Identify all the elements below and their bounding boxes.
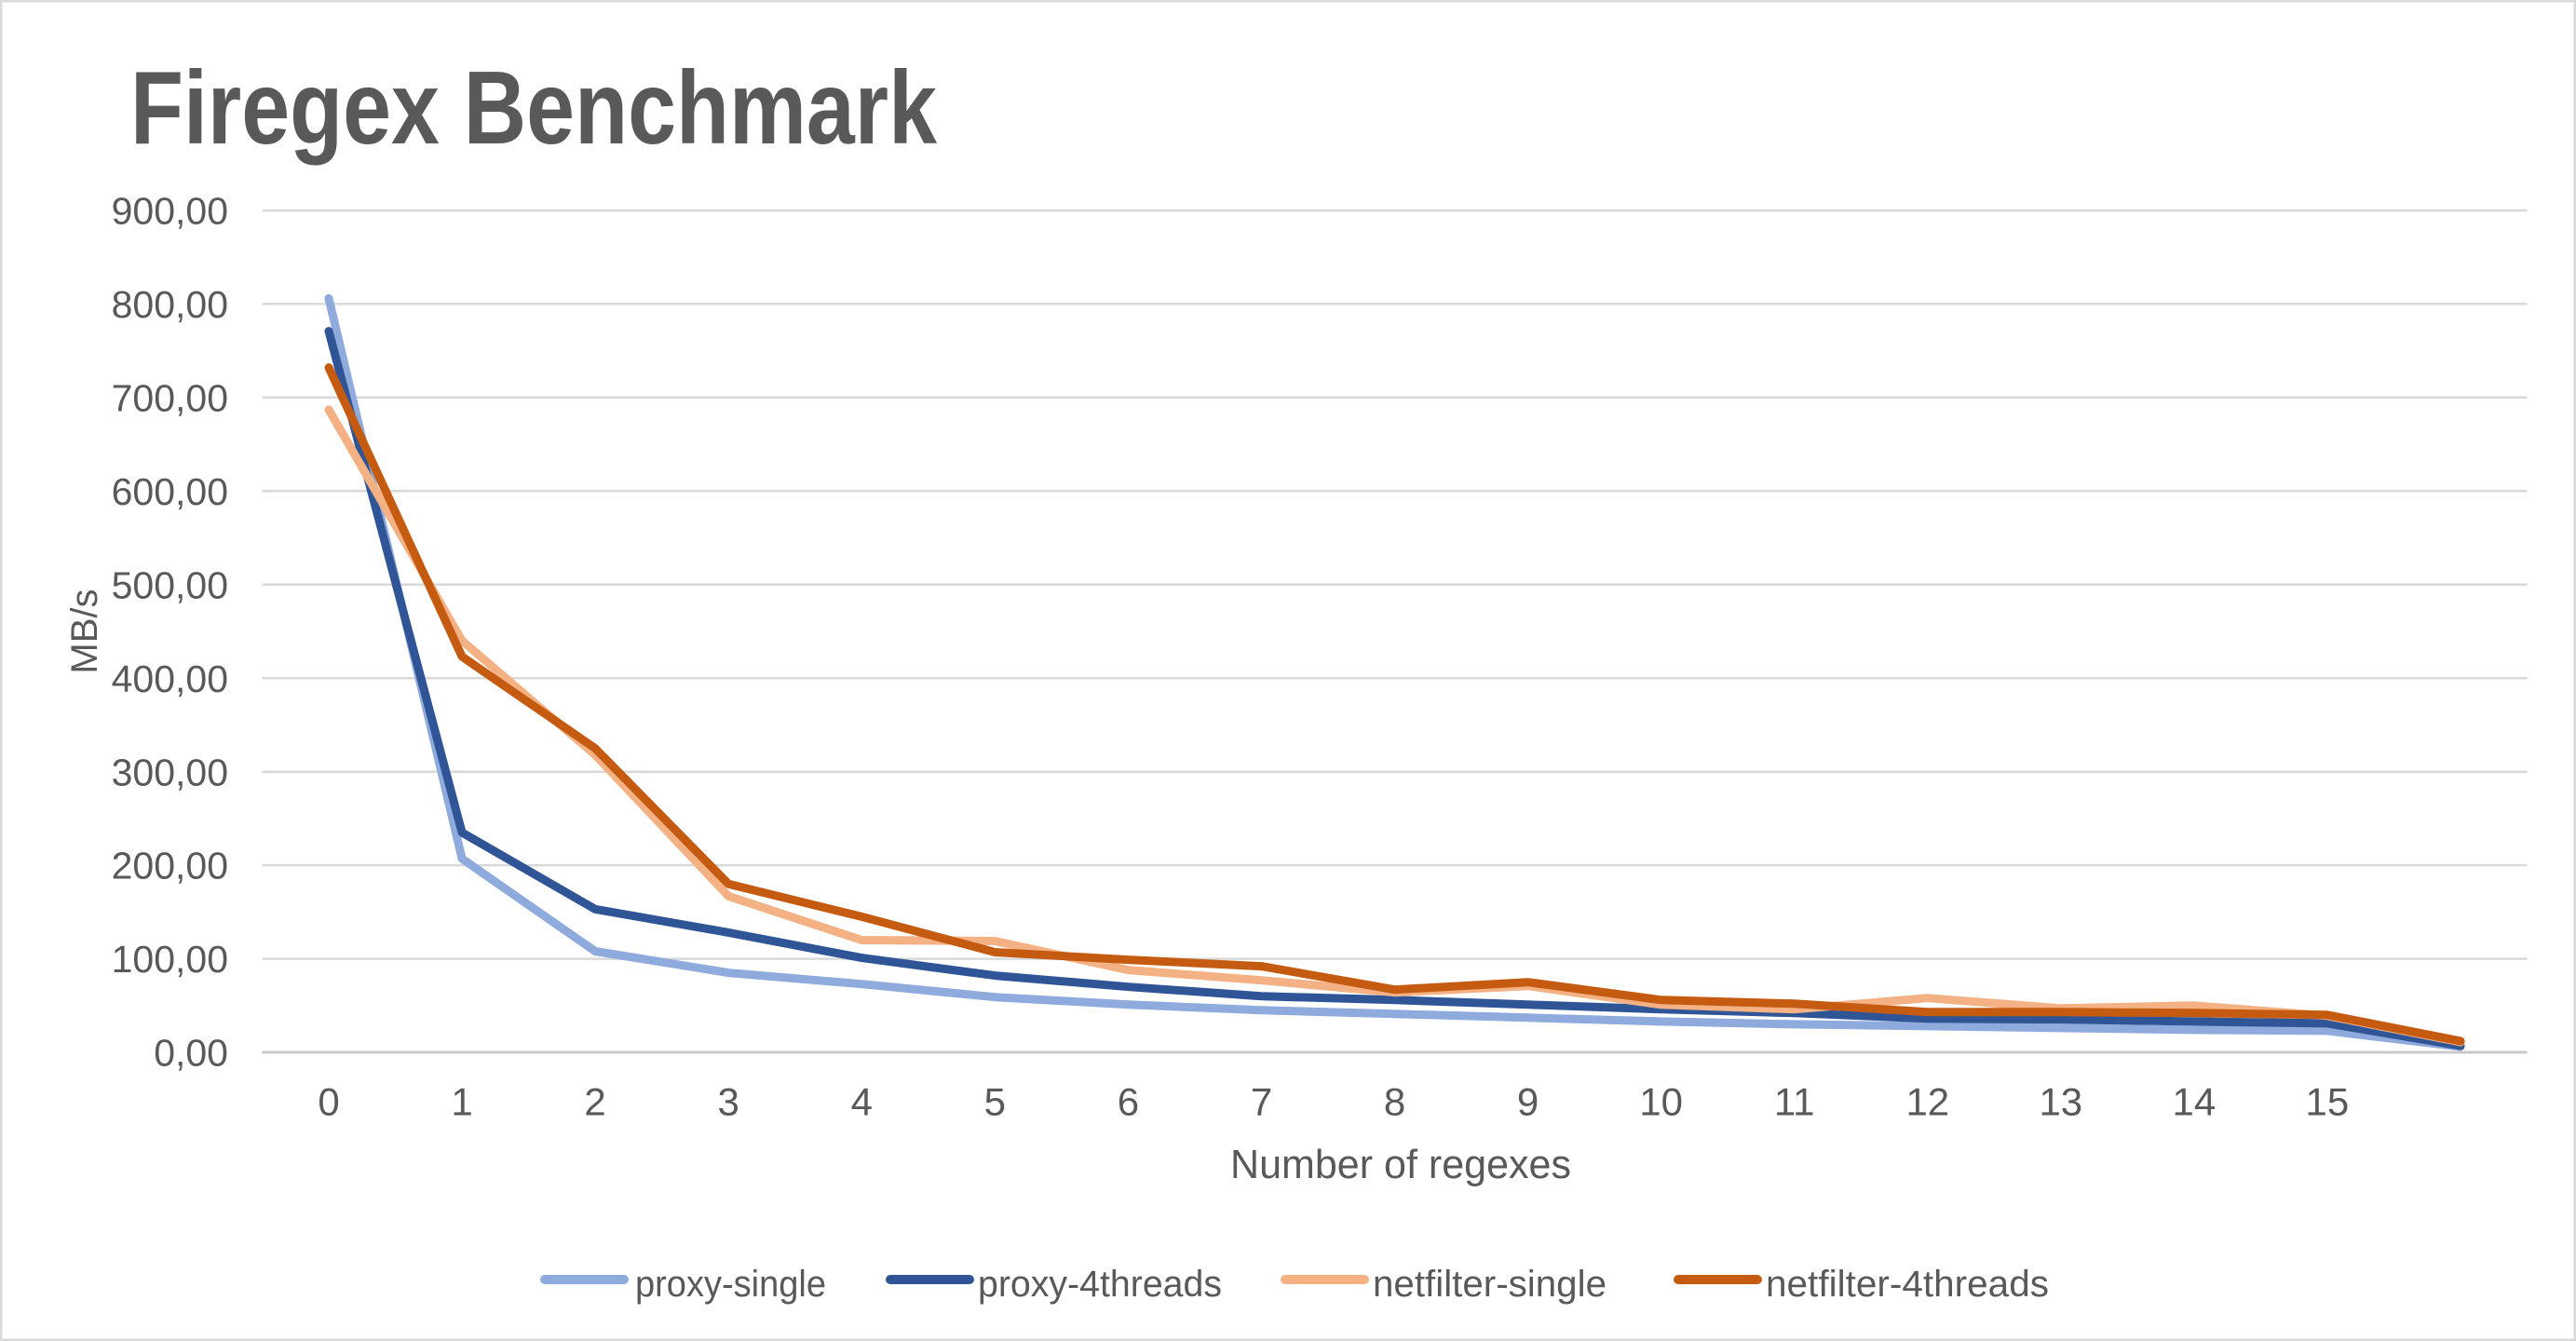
svg-text:7: 7 bbox=[1251, 1080, 1272, 1124]
svg-text:500,00: 500,00 bbox=[112, 563, 228, 606]
svg-text:9: 9 bbox=[1517, 1080, 1539, 1124]
svg-text:MB/s: MB/s bbox=[64, 589, 105, 673]
svg-text:15: 15 bbox=[2306, 1080, 2350, 1124]
svg-text:12: 12 bbox=[1905, 1080, 1949, 1124]
svg-text:netfilter-single: netfilter-single bbox=[1373, 1264, 1607, 1305]
svg-text:5: 5 bbox=[984, 1080, 1006, 1124]
svg-text:14: 14 bbox=[2173, 1080, 2217, 1124]
svg-text:300,00: 300,00 bbox=[112, 751, 228, 793]
svg-text:1: 1 bbox=[451, 1080, 472, 1124]
svg-text:2: 2 bbox=[584, 1080, 605, 1124]
svg-text:Number of regexes: Number of regexes bbox=[1230, 1142, 1571, 1187]
svg-text:13: 13 bbox=[2039, 1080, 2082, 1124]
svg-text:proxy-single: proxy-single bbox=[635, 1264, 826, 1305]
svg-text:4: 4 bbox=[851, 1080, 873, 1124]
svg-text:100,00: 100,00 bbox=[112, 938, 228, 981]
svg-text:Firegex Benchmark: Firegex Benchmark bbox=[130, 50, 937, 166]
svg-text:0,00: 0,00 bbox=[154, 1032, 228, 1075]
svg-text:900,00: 900,00 bbox=[112, 190, 228, 233]
svg-text:800,00: 800,00 bbox=[112, 283, 228, 326]
svg-text:netfilter-4threads: netfilter-4threads bbox=[1766, 1264, 2049, 1305]
svg-text:700,00: 700,00 bbox=[112, 377, 228, 420]
svg-text:400,00: 400,00 bbox=[112, 657, 228, 700]
svg-text:0: 0 bbox=[318, 1080, 339, 1124]
svg-text:8: 8 bbox=[1384, 1080, 1405, 1124]
svg-text:600,00: 600,00 bbox=[112, 470, 228, 513]
svg-text:11: 11 bbox=[1774, 1080, 1815, 1124]
svg-text:6: 6 bbox=[1118, 1080, 1139, 1124]
svg-text:200,00: 200,00 bbox=[112, 845, 228, 887]
svg-text:10: 10 bbox=[1639, 1080, 1683, 1124]
svg-text:proxy-4threads: proxy-4threads bbox=[978, 1264, 1222, 1305]
svg-text:3: 3 bbox=[718, 1080, 739, 1124]
